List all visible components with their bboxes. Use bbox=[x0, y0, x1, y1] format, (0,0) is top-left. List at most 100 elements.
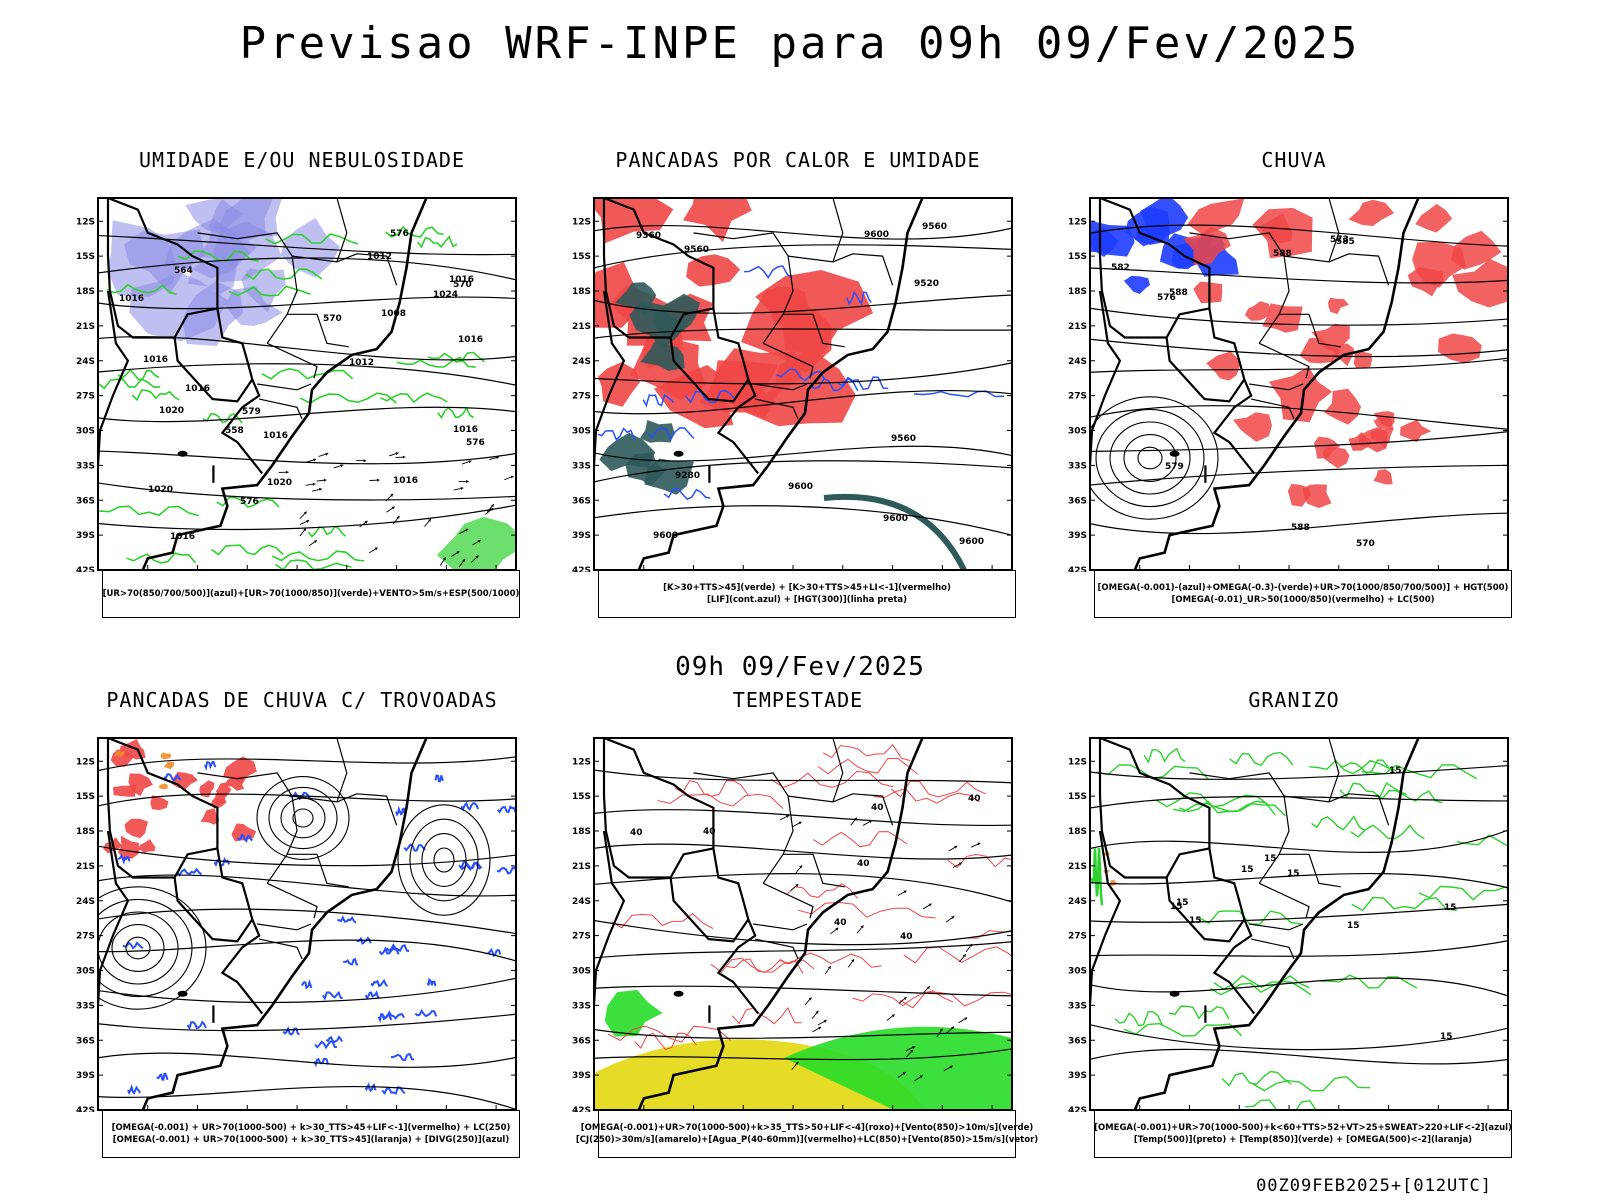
lat-label: 18S bbox=[572, 827, 591, 837]
lat-label: 30S bbox=[76, 967, 95, 977]
legend-box: [K>30+TTS>45](verde) + [K>30+TTS>45+LI<-… bbox=[598, 570, 1016, 618]
contour-line bbox=[1143, 747, 1186, 764]
contour-line bbox=[385, 943, 410, 953]
country-border bbox=[1098, 198, 1210, 339]
anticyclone-contour bbox=[280, 797, 326, 839]
anticyclone-contour bbox=[409, 818, 479, 902]
isoline bbox=[594, 505, 1012, 536]
contour-line bbox=[459, 862, 481, 871]
state-border bbox=[788, 198, 844, 263]
isoline bbox=[1090, 903, 1508, 923]
main-title: Previsao WRF-INPE para 09h 09/Fev/2025 bbox=[239, 18, 1361, 69]
contour-line bbox=[370, 978, 389, 988]
precip-area bbox=[604, 989, 663, 1037]
wind-vector-head bbox=[391, 506, 395, 510]
contour-line bbox=[776, 368, 825, 382]
contour-label: 9600 bbox=[883, 514, 908, 524]
wind-vector-head bbox=[903, 997, 907, 1000]
contour-line bbox=[597, 427, 636, 441]
map-granizo: 1515151515151515151512S15S18S21S24S27S30… bbox=[1068, 737, 1509, 1112]
precip-area bbox=[280, 217, 341, 278]
legend-line: [CJ(250)>30m/s](amarelo)+[Agua_P(40-60mm… bbox=[575, 1135, 1039, 1145]
state-border bbox=[1189, 772, 1290, 884]
contour-line bbox=[427, 351, 485, 363]
map-layers bbox=[98, 738, 516, 1110]
state-border bbox=[287, 313, 349, 348]
isoline bbox=[1090, 307, 1508, 326]
cyclone-contour bbox=[98, 898, 193, 998]
wind-vector-head bbox=[818, 1026, 822, 1030]
legend-line: [K>30+TTS>45](verde) + [K>30+TTS>45+LI<-… bbox=[663, 583, 951, 593]
isoline bbox=[594, 769, 1012, 784]
wind-vector-head bbox=[490, 508, 493, 511]
wind-vector-head bbox=[496, 456, 500, 460]
wind-vector-head bbox=[462, 558, 466, 562]
contour-line bbox=[1221, 1070, 1292, 1087]
contour-label: 1016 bbox=[119, 294, 144, 304]
wind-vector-head bbox=[319, 487, 322, 491]
isoline bbox=[1090, 1048, 1508, 1065]
cyclone-contour bbox=[98, 911, 179, 985]
isoline bbox=[594, 941, 1012, 959]
map-umidade: 1016 1016 1016 1024 1016 1020 1016 1020 1012 1016… bbox=[76, 197, 517, 572]
contour-line bbox=[337, 915, 357, 924]
contour-line bbox=[131, 389, 180, 402]
state-border bbox=[1284, 198, 1340, 263]
legend-line: [OMEGA(-0.001)+UR>70(1000-500)+k<60+TTS>… bbox=[1094, 1123, 1512, 1133]
lat-label: 36S bbox=[1068, 1036, 1087, 1046]
country-border bbox=[602, 738, 714, 879]
isoline bbox=[98, 874, 516, 897]
contour-line bbox=[98, 378, 161, 390]
contour-label: 9560 bbox=[891, 434, 916, 444]
wind-vector-head bbox=[468, 460, 472, 464]
precip-area bbox=[1328, 297, 1349, 315]
lat-label: 21S bbox=[76, 862, 95, 872]
isoline bbox=[594, 809, 1012, 827]
contour-line bbox=[364, 990, 380, 1001]
state-border bbox=[266, 882, 318, 919]
state-border bbox=[336, 793, 398, 826]
lat-label: 39S bbox=[76, 1071, 95, 1081]
contour-label: 1016 bbox=[185, 384, 210, 394]
precip-area bbox=[114, 750, 125, 757]
wind-vector-head bbox=[912, 1046, 916, 1049]
wind-vector-head bbox=[478, 539, 482, 543]
isoline bbox=[1090, 872, 1508, 889]
lat-label: 30S bbox=[1068, 967, 1087, 977]
lat-label: 36S bbox=[572, 496, 591, 506]
wind-vector-head bbox=[786, 815, 790, 818]
wind-vector-head bbox=[396, 516, 400, 519]
state-border bbox=[753, 923, 808, 931]
contour-label: 9560 bbox=[684, 245, 709, 255]
coastline-east bbox=[637, 198, 924, 570]
contour-label: 1016 bbox=[170, 532, 195, 542]
lat-label: 21S bbox=[572, 322, 591, 332]
contour-line bbox=[846, 291, 872, 306]
contour-label: 570 bbox=[1356, 539, 1375, 549]
lagoon-marker bbox=[1169, 450, 1180, 457]
panel-umidade: UMIDADE E/OU NEBULOSIDADE 1016 1016 1016 102… bbox=[72, 148, 532, 618]
wind-vector-head bbox=[376, 478, 380, 482]
state-border bbox=[266, 342, 318, 379]
state-border bbox=[1258, 882, 1310, 919]
contour-line bbox=[743, 265, 793, 279]
lat-label: 33S bbox=[572, 1001, 591, 1011]
jet-band bbox=[823, 494, 967, 570]
contour-line bbox=[685, 389, 737, 404]
contour-label: 576 bbox=[390, 229, 409, 239]
wind-vector-head bbox=[808, 997, 812, 1001]
wind-vector-head bbox=[964, 1017, 968, 1021]
coastline-east bbox=[1133, 738, 1420, 1110]
lat-label: 24S bbox=[572, 357, 591, 367]
contour-label: 1024 bbox=[433, 290, 458, 300]
contour-line bbox=[236, 833, 253, 843]
country-border bbox=[173, 337, 254, 403]
precip-area bbox=[1140, 198, 1189, 238]
map-layers: 9600 9600 9600 9600 9560 9560 9600 9560 9520 9280… bbox=[594, 198, 1012, 570]
country-border bbox=[106, 738, 218, 879]
contour-label: 9600 bbox=[653, 531, 678, 541]
isoline bbox=[98, 1013, 516, 1032]
panel-title: UMIDADE E/OU NEBULOSIDADE bbox=[138, 148, 466, 172]
state-border bbox=[336, 253, 398, 286]
wind-vector-head bbox=[903, 890, 907, 894]
